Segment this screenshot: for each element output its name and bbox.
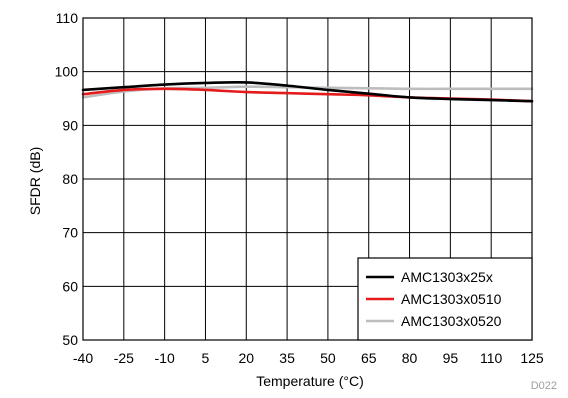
legend-label: AMC1303x25x — [401, 269, 493, 285]
y-tick-label: 110 — [56, 10, 79, 26]
x-tick-label: -25 — [114, 350, 134, 366]
legend-label: AMC1303x0510 — [401, 291, 502, 307]
x-tick-label: 50 — [320, 350, 336, 366]
y-tick-label: 90 — [62, 117, 78, 133]
series-lines — [81, 80, 534, 103]
plot-frame — [82, 17, 533, 341]
y-tick-label: 70 — [62, 225, 78, 241]
x-tick-label: 80 — [402, 350, 418, 366]
series-line-amc1303x25x — [81, 80, 534, 103]
legend-label: AMC1303x0520 — [401, 313, 502, 329]
x-tick-label: 65 — [361, 350, 377, 366]
y-axis-ticks: 50 60 70 80 90 100 110 — [55, 10, 79, 348]
x-tick-label: -10 — [155, 350, 175, 366]
y-tick-label: 80 — [62, 171, 78, 187]
x-axis-ticks: -40 -25 -10 5 20 35 50 65 80 95 110 125 — [73, 350, 544, 366]
y-tick-label: 100 — [55, 64, 79, 80]
x-tick-label: 125 — [520, 350, 544, 366]
x-tick-label: 95 — [443, 350, 459, 366]
x-tick-label: 20 — [238, 350, 254, 366]
y-tick-label: 60 — [62, 278, 78, 294]
x-axis-label: Temperature (°C) — [256, 373, 364, 389]
x-tick-label: 5 — [202, 350, 210, 366]
x-tick-label: -40 — [73, 350, 93, 366]
figure-id: D022 — [531, 380, 557, 392]
y-tick-label: 50 — [62, 332, 78, 348]
legend: AMC1303x25x AMC1303x0510 AMC1303x0520 — [357, 257, 533, 341]
x-tick-label: 110 — [480, 350, 503, 366]
y-axis-label: SFDR (dB) — [27, 147, 43, 215]
x-tick-label: 35 — [279, 350, 295, 366]
